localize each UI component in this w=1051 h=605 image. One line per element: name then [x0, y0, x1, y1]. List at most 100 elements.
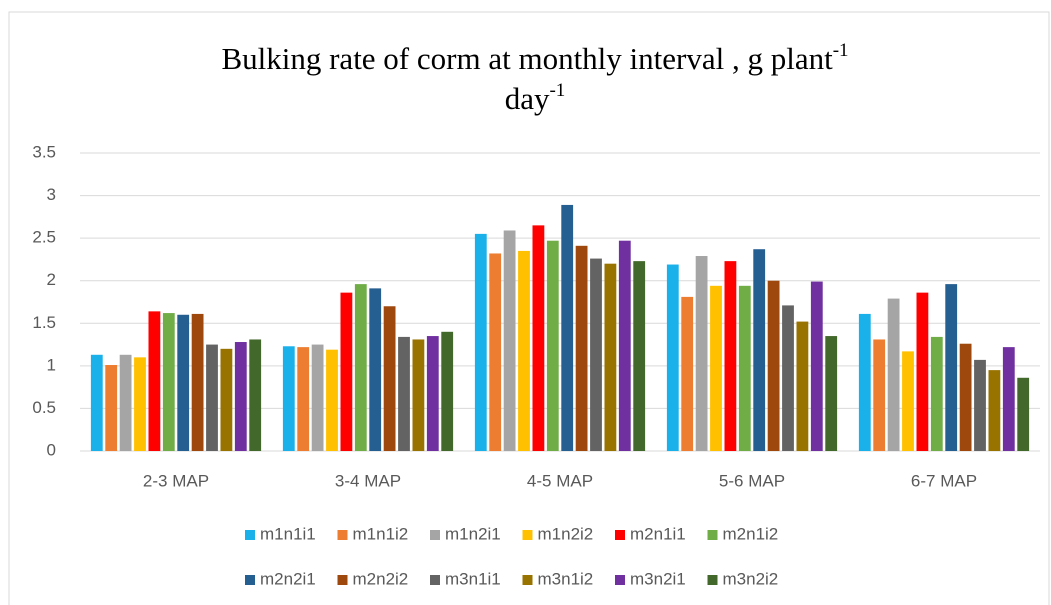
legend-swatch: [615, 530, 625, 540]
x-tick-label: 4-5 MAP: [527, 471, 593, 490]
bar: [148, 311, 161, 451]
legend-label: m3n1i2: [538, 569, 594, 588]
bar: [695, 256, 708, 451]
legend-label: m2n1i1: [630, 524, 686, 543]
legend-swatch: [707, 575, 718, 585]
legend-swatch: [522, 530, 533, 540]
bar: [916, 292, 929, 451]
bar: [753, 249, 766, 451]
bar: [618, 240, 631, 451]
legend-label: m3n1i1: [445, 569, 501, 588]
bar: [177, 314, 190, 451]
bar: [426, 336, 439, 451]
bar: [532, 225, 545, 451]
bar: [681, 296, 694, 451]
y-tick-label: 0: [47, 440, 56, 459]
bar: [518, 250, 530, 451]
bar: [590, 258, 602, 451]
y-tick-label: 3.5: [32, 142, 56, 161]
legend-swatch: [430, 530, 440, 540]
bar: [887, 298, 900, 451]
bar: [503, 230, 516, 451]
bar: [782, 305, 794, 451]
bar: [561, 204, 574, 451]
bar: [767, 280, 780, 451]
bar: [796, 321, 809, 451]
bar: [282, 346, 295, 451]
y-tick-label: 2: [47, 270, 56, 289]
y-tick-label: 1: [47, 355, 56, 374]
bar: [398, 336, 410, 451]
bar: [633, 261, 646, 451]
legend-label: m2n1i2: [723, 524, 779, 543]
legend-swatch: [522, 575, 533, 585]
bar: [604, 263, 617, 451]
title-text: day: [505, 81, 550, 116]
bar: [383, 306, 396, 451]
bar: [858, 313, 871, 451]
bar: [90, 354, 103, 451]
bar: [974, 359, 986, 451]
bar: [249, 339, 262, 451]
bar: [1017, 377, 1030, 451]
bar: [1002, 347, 1015, 451]
bar: [546, 240, 559, 451]
bar: [489, 253, 502, 451]
legend-label: m1n2i2: [538, 524, 594, 543]
bar: [988, 370, 1001, 451]
y-tick-label: 2.5: [32, 228, 56, 247]
bar: [710, 285, 722, 451]
bar: [220, 348, 233, 451]
legend-swatch: [337, 530, 348, 540]
y-tick-label: 1.5: [32, 313, 56, 332]
legend-swatch: [430, 575, 440, 585]
legend-label: m1n2i1: [445, 524, 501, 543]
bar: [105, 365, 118, 451]
bar: [825, 336, 838, 451]
legend-swatch: [615, 575, 625, 585]
legend-swatch: [337, 575, 348, 585]
bar: [297, 347, 310, 451]
legend-label: m1n1i2: [353, 524, 409, 543]
bar: [575, 245, 588, 451]
bar: [119, 354, 132, 451]
chart-title: Bulking rate of corm at monthly interval…: [221, 40, 848, 76]
legend-label: m3n2i2: [723, 569, 779, 588]
bar: [930, 336, 943, 451]
legend-swatch: [245, 530, 255, 540]
y-tick-label: 0.5: [32, 398, 56, 417]
bar: [945, 284, 958, 451]
bar: [873, 339, 886, 451]
x-tick-label: 3-4 MAP: [335, 471, 401, 490]
bar: [412, 339, 425, 451]
legend-label: m2n2i2: [353, 569, 409, 588]
bar: [162, 313, 175, 451]
bar: [902, 351, 914, 451]
bar: [191, 313, 204, 451]
legend-label: m2n2i1: [260, 569, 316, 588]
legend-label: m1n1i1: [260, 524, 316, 543]
bar: [340, 292, 353, 451]
x-tick-label: 5-6 MAP: [719, 471, 785, 490]
bar: [134, 357, 146, 451]
bar: [206, 344, 218, 451]
bar: [441, 331, 454, 451]
bar: [234, 342, 247, 451]
bar: [474, 233, 487, 451]
legend-swatch: [245, 575, 255, 585]
bar: [959, 343, 972, 451]
bar: [354, 284, 367, 451]
bar: [369, 288, 382, 451]
bar: [666, 264, 679, 451]
title-superscript: -1: [549, 80, 565, 101]
bar: [724, 261, 737, 451]
bar: [738, 285, 751, 451]
bar: [326, 349, 338, 451]
legend-swatch: [707, 530, 718, 540]
bar: [311, 344, 324, 451]
x-tick-label: 6-7 MAP: [911, 471, 977, 490]
title-superscript: -1: [833, 40, 849, 61]
chart-title: day-1: [505, 80, 566, 116]
title-text: Bulking rate of corm at monthly interval…: [221, 41, 833, 76]
